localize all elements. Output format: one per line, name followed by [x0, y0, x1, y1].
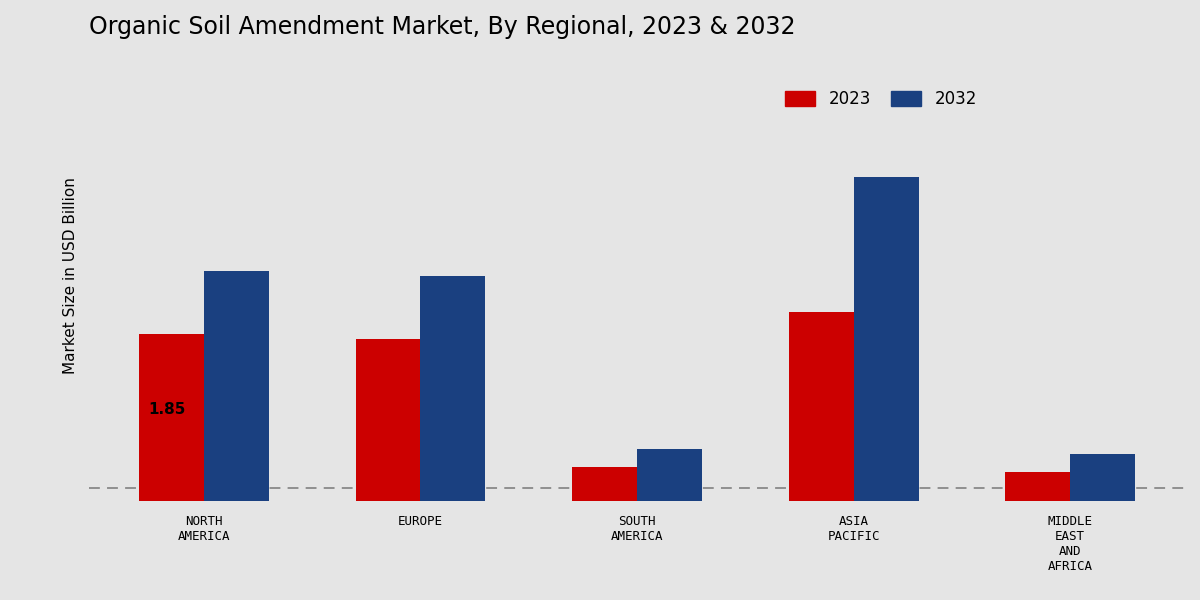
Bar: [139, 334, 204, 501]
Bar: [1070, 454, 1135, 501]
Bar: [204, 271, 269, 501]
Bar: [853, 177, 919, 501]
Bar: [788, 312, 853, 501]
Text: 1.85: 1.85: [149, 402, 186, 417]
Bar: [420, 276, 486, 501]
Text: Organic Soil Amendment Market, By Regional, 2023 & 2032: Organic Soil Amendment Market, By Region…: [89, 15, 796, 39]
Bar: [572, 467, 637, 501]
Bar: [355, 339, 420, 501]
Y-axis label: Market Size in USD Billion: Market Size in USD Billion: [62, 178, 78, 374]
Legend: 2023, 2032: 2023, 2032: [776, 82, 985, 116]
Bar: [1006, 472, 1070, 501]
Bar: [637, 449, 702, 501]
